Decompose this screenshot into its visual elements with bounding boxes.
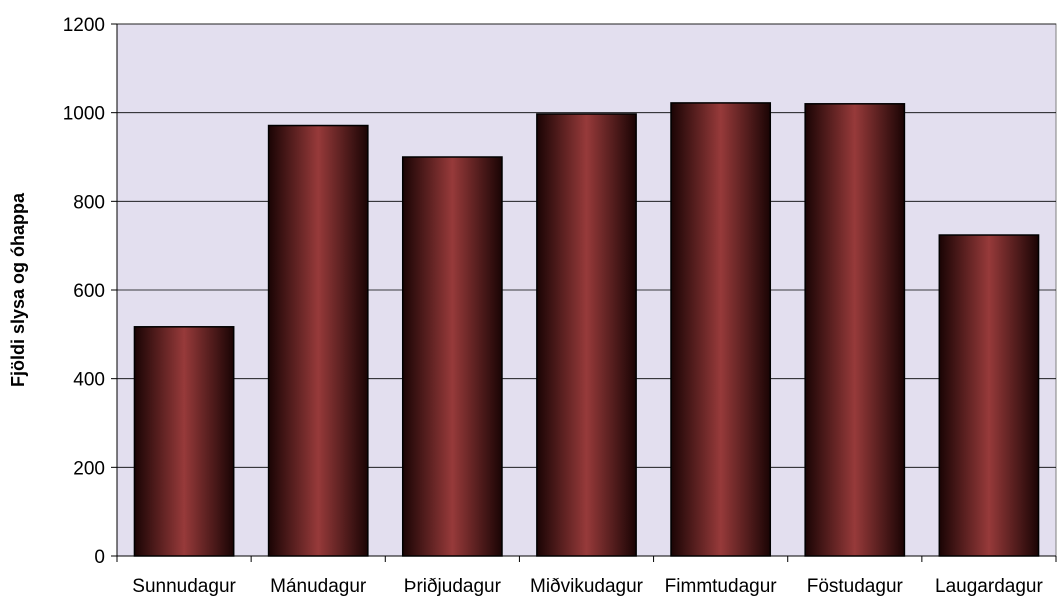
y-tick-label: 400: [73, 370, 105, 391]
x-category-label: Þriðjudagur: [404, 576, 502, 597]
x-category-label: Föstudagur: [807, 576, 904, 597]
bar-fimmtudagur: [670, 102, 772, 557]
x-category-label: Sunnudagur: [132, 576, 236, 597]
x-category-label: Miðvikudagur: [530, 576, 644, 597]
y-tick-label: 0: [94, 547, 105, 568]
labels: 0 200 400 600 800 1000 1200 Sunnudagur Mánudagur…: [63, 15, 1044, 597]
x-category-label: Fimmtudagur: [665, 576, 778, 597]
bar-föstudagur: [804, 103, 906, 557]
bar-miðvikudagur: [536, 113, 637, 557]
y-axis-title: Fjöldi slysa og óhappa: [8, 192, 28, 387]
x-category-label: Mánudagur: [270, 576, 367, 597]
bar-laugardagur: [938, 234, 1040, 557]
bar-þriðjudagur: [401, 156, 503, 557]
bar-sunnudagur: [133, 326, 235, 557]
y-tick-label: 800: [73, 192, 105, 213]
bars: [133, 102, 1040, 557]
y-tick-label: 1000: [63, 104, 105, 125]
x-category-label: Laugardagur: [935, 576, 1043, 597]
y-tick-label: 600: [73, 281, 105, 302]
bar-mánudagur: [267, 124, 369, 557]
axes: [111, 23, 1057, 562]
y-tick-label: 200: [73, 458, 105, 479]
y-tick-label: 1200: [63, 15, 105, 36]
